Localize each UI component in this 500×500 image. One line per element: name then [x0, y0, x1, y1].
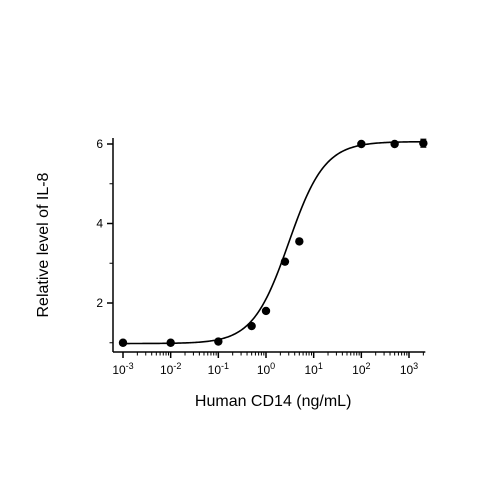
x-tick-label: 100: [257, 361, 275, 377]
data-point: [295, 237, 304, 246]
axes: 10-3 10-2 10-1 100 101 102 103 2 4 6: [96, 137, 426, 377]
y-tick-label: 6: [96, 137, 103, 151]
data-point: [118, 338, 128, 347]
x-axis-label: Human CD14 (ng/mL): [195, 393, 352, 410]
x-tick-label: 103: [400, 361, 418, 377]
data-point: [166, 338, 175, 347]
fit-curve-layer: [123, 140, 424, 345]
data-points: [118, 138, 428, 347]
data-point: [247, 321, 256, 331]
x-tick-label: 101: [304, 361, 322, 377]
y-tick-label: 4: [96, 217, 103, 231]
x-tick-label: 102: [352, 361, 370, 377]
x-tick-label: 10-2: [160, 361, 181, 377]
data-point: [214, 337, 223, 346]
data-point: [419, 139, 428, 148]
data-point: [261, 306, 271, 316]
data-point: [280, 257, 290, 266]
fit-curve: [123, 140, 424, 345]
data-point: [390, 139, 399, 149]
x-tick-label: 10-1: [208, 361, 229, 377]
x-tick-label: 10-3: [112, 361, 133, 377]
y-axis-label: Relative level of IL-8: [35, 172, 52, 317]
y-tick-label: 2: [96, 296, 103, 310]
data-point: [357, 139, 366, 149]
